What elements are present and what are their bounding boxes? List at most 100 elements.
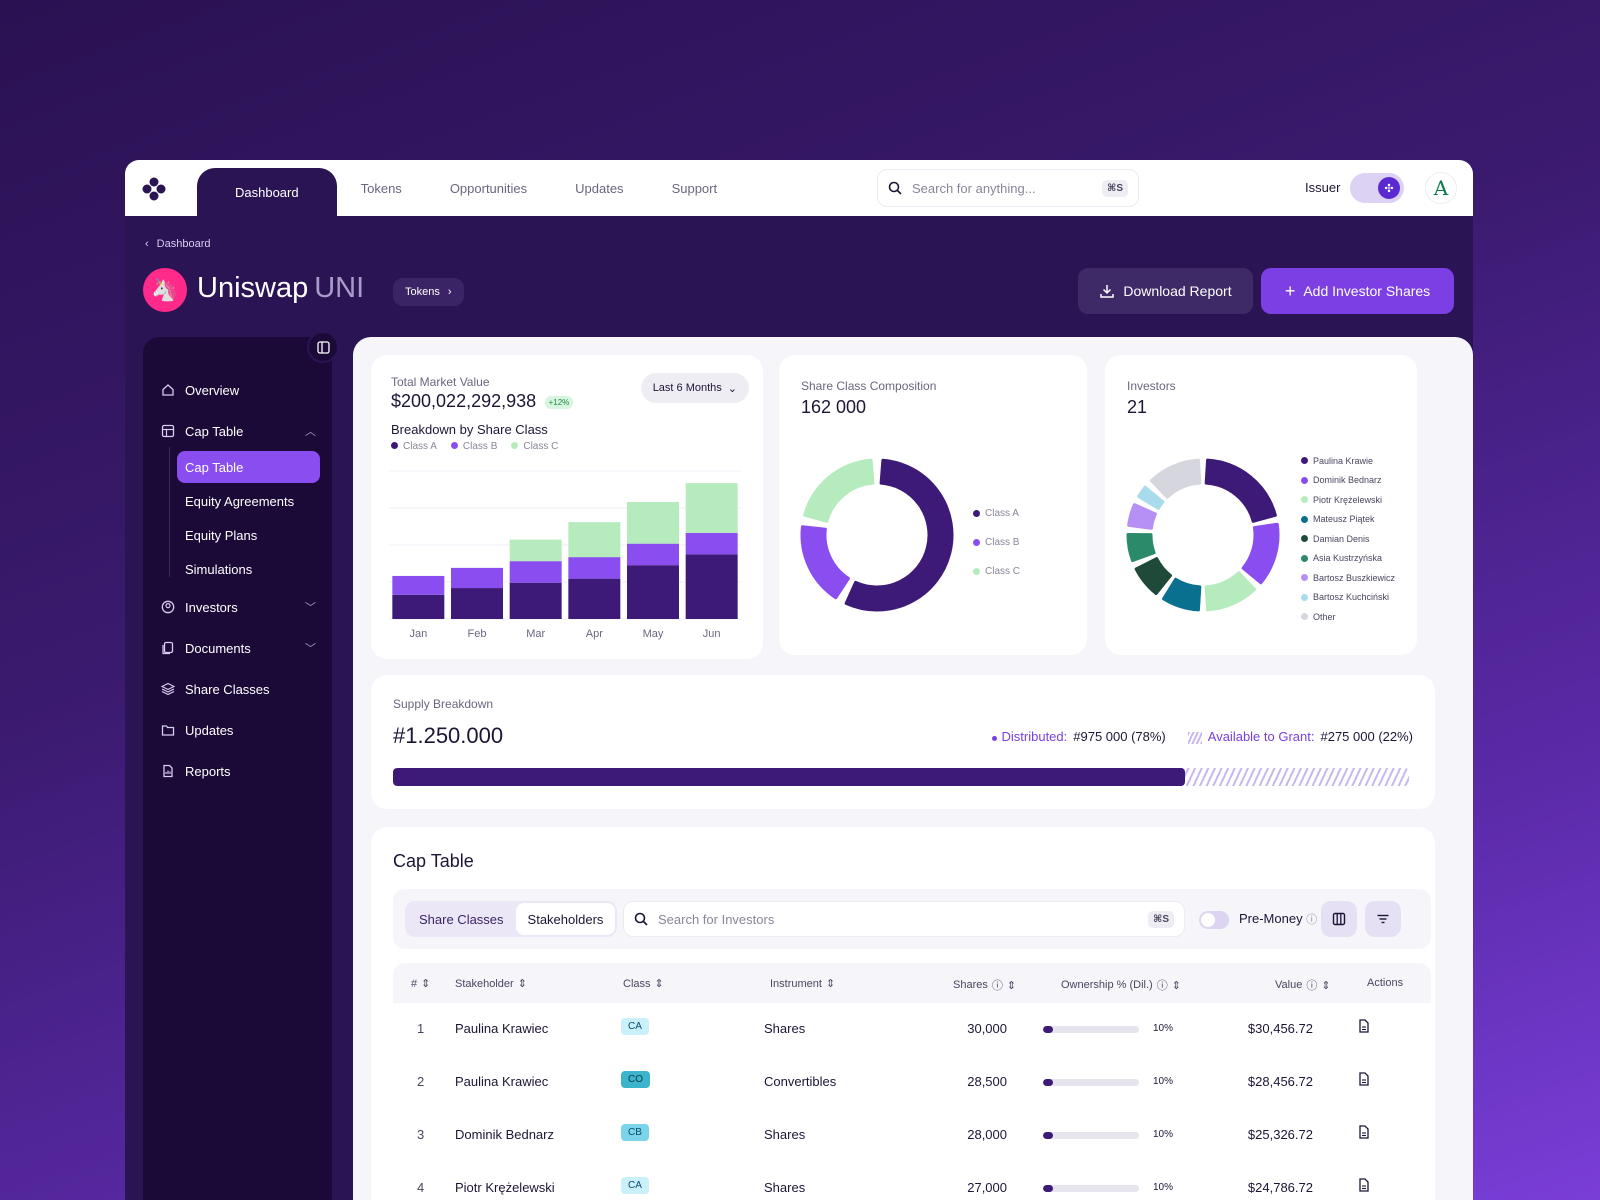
add-investor-shares-button[interactable]: + Add Investor Shares xyxy=(1261,268,1454,314)
bar-may-class-c[interactable] xyxy=(627,501,679,544)
sidebar-item-documents[interactable]: Documents ﹀ xyxy=(161,635,316,661)
table-row[interactable]: 1 Paulina Krawiec CA Shares 30,000 10% $30,456… xyxy=(403,1003,1421,1055)
col-number[interactable]: # ⇕ xyxy=(411,977,430,991)
investor-slice-piotr-kr-elewski[interactable] xyxy=(1204,571,1257,612)
bar-jun-class-b[interactable] xyxy=(685,532,738,555)
investor-slice-dominik-bednarz[interactable] xyxy=(1241,522,1280,585)
document-icon[interactable] xyxy=(1358,1072,1370,1089)
bar-jan-class-a[interactable] xyxy=(392,594,445,619)
stakeholder-name[interactable]: Paulina Krawiec xyxy=(455,1074,549,1089)
role-toggle[interactable]: ✣ xyxy=(1350,173,1404,203)
download-report-button[interactable]: Download Report xyxy=(1078,268,1253,314)
sidebar-item-overview[interactable]: Overview xyxy=(161,377,316,403)
col-instrument[interactable]: Instrument ⇕ xyxy=(770,977,835,991)
global-search-input[interactable]: Search for anything... xyxy=(912,180,1036,196)
tab-updates[interactable]: Updates xyxy=(575,180,624,196)
investor-search-input[interactable]: Search for Investors xyxy=(658,911,775,927)
document-icon[interactable] xyxy=(1358,1178,1370,1195)
investors-donut xyxy=(1126,458,1280,612)
stakeholder-name[interactable]: Dominik Bednarz xyxy=(455,1127,554,1142)
share-class-slice-class-a[interactable] xyxy=(844,458,954,612)
table-row[interactable]: 4 Piotr Krężelewski CA Shares 27,000 10% $24,7… xyxy=(403,1162,1421,1200)
tab-support[interactable]: Support xyxy=(671,180,718,196)
sidebar-collapse-button[interactable] xyxy=(307,331,339,363)
cap-table-title: Cap Table xyxy=(393,851,474,871)
sort-icon: ⇕ xyxy=(1171,979,1181,992)
share-class-slice-class-b[interactable] xyxy=(800,525,850,600)
legend-label: Damian Denis xyxy=(1313,533,1370,544)
period-dropdown[interactable]: Last 6 Months ⌄ xyxy=(640,373,749,403)
sidebar-subitem-equity-plans[interactable]: Equity Plans xyxy=(185,527,258,543)
sidebar-item-updates[interactable]: Updates xyxy=(161,717,316,743)
legend-item: Class C xyxy=(973,557,1020,586)
sidebar-item-investors[interactable]: Investors ﹀ xyxy=(161,594,316,620)
pre-money-toggle[interactable] xyxy=(1199,911,1229,929)
investor-slice-bartosz-kuchci-ski[interactable] xyxy=(1137,485,1165,510)
legend-label: Class C xyxy=(523,441,559,452)
investor-slice-asia-kustrzy-ska[interactable] xyxy=(1126,532,1156,563)
col-value[interactable]: Value ⓘ ⇕ xyxy=(1275,977,1331,993)
bar-mar-class-c[interactable] xyxy=(509,539,562,562)
sidebar-subitem-cap-table[interactable]: Cap Table xyxy=(177,451,320,483)
document-icon[interactable] xyxy=(1358,1125,1370,1142)
global-search[interactable]: Search for anything... ⌘S xyxy=(877,169,1139,207)
columns-button[interactable] xyxy=(1321,901,1357,937)
folder-update-icon xyxy=(161,725,175,736)
legend-label: Piotr Krężelewski xyxy=(1313,494,1383,505)
value: $28,456.72 xyxy=(1247,1074,1313,1089)
bar-may-class-b[interactable] xyxy=(627,543,679,566)
bar-mar-class-a[interactable] xyxy=(509,582,562,619)
tab-dashboard[interactable]: Dashboard xyxy=(197,168,337,216)
filter-button[interactable] xyxy=(1365,901,1401,937)
seg-share-classes[interactable]: Share Classes xyxy=(419,911,504,927)
col-stakeholder[interactable]: Stakeholder ⇕ xyxy=(455,977,527,991)
info-icon: ⓘ xyxy=(1156,980,1168,992)
sidebar-subitem-equity-agreements[interactable]: Equity Agreements xyxy=(185,493,295,509)
bar-jun-class-c[interactable] xyxy=(685,483,738,533)
stakeholder-name[interactable]: Piotr Krężelewski xyxy=(455,1180,555,1195)
stakeholder-name[interactable]: Paulina Krawiec xyxy=(455,1021,549,1036)
investor-search[interactable]: Search for Investors ⌘S xyxy=(623,901,1185,937)
sidebar-item-reports[interactable]: Reports xyxy=(161,758,316,784)
col-label: Actions xyxy=(1367,977,1404,989)
investor-slice-other[interactable] xyxy=(1149,458,1202,499)
legend-label: Class B xyxy=(985,537,1020,548)
breadcrumb[interactable]: ‹ Dashboard xyxy=(145,238,211,250)
tab-opportunities[interactable]: Opportunities xyxy=(449,180,528,196)
ownership-bar-fill xyxy=(1043,1132,1053,1139)
investor-slice-damian-denis[interactable] xyxy=(1134,557,1172,596)
distributed-label: Distributed: xyxy=(1001,729,1068,744)
share-class-slice-class-c[interactable] xyxy=(803,458,875,523)
supply-card: Supply Breakdown #1.250.000 Distributed:… xyxy=(371,675,1435,809)
col-class[interactable]: Class ⇕ xyxy=(623,977,664,991)
document-icon[interactable] xyxy=(1358,1019,1370,1036)
sidebar-item-cap-table[interactable]: Cap Table ︿ xyxy=(161,418,316,444)
table-row[interactable]: 3 Dominik Bednarz CB Shares 28,000 10% $25,326… xyxy=(403,1109,1421,1161)
seg-stakeholders[interactable]: Stakeholders xyxy=(515,903,616,935)
bar-jun-class-a[interactable] xyxy=(685,554,738,619)
bar-feb-class-b[interactable] xyxy=(451,567,503,589)
report-icon xyxy=(163,764,173,778)
sidebar-item-share-classes[interactable]: Share Classes xyxy=(161,676,316,702)
bar-apr-class-b[interactable] xyxy=(568,557,621,579)
investor-slice-mateusz-pi-tek[interactable] xyxy=(1162,577,1202,612)
investor-slice-paulina-krawie[interactable] xyxy=(1204,458,1277,523)
bar-mar-class-b[interactable] xyxy=(509,561,562,583)
bar-jan-class-b[interactable] xyxy=(392,575,445,595)
avatar[interactable]: A xyxy=(1425,172,1457,204)
tab-tokens[interactable]: Tokens xyxy=(360,180,402,196)
x-tick-label: Mar xyxy=(526,628,545,640)
bar-feb-class-a[interactable] xyxy=(451,588,503,619)
bar-may-class-a[interactable] xyxy=(627,565,679,619)
col-shares[interactable]: Shares ⓘ ⇕ xyxy=(953,977,1016,993)
investor-slice-bartosz-buszkiewicz[interactable] xyxy=(1127,503,1157,530)
investors-value: 21 xyxy=(1127,397,1148,417)
bar-apr-class-a[interactable] xyxy=(568,578,621,619)
app-logo-icon[interactable] xyxy=(141,176,167,202)
col-ownership[interactable]: Ownership % (Dil.) ⓘ ⇕ xyxy=(1061,977,1181,993)
grant-legend: Available to Grant: #275 000 (22%) xyxy=(1187,729,1413,744)
table-row[interactable]: 2 Paulina Krawiec CO Convertibles 28,500 10% $… xyxy=(403,1056,1421,1108)
tokens-chip[interactable]: Tokens › xyxy=(393,278,464,306)
bar-apr-class-c[interactable] xyxy=(568,522,621,558)
sidebar-subitem-simulations[interactable]: Simulations xyxy=(185,561,253,577)
